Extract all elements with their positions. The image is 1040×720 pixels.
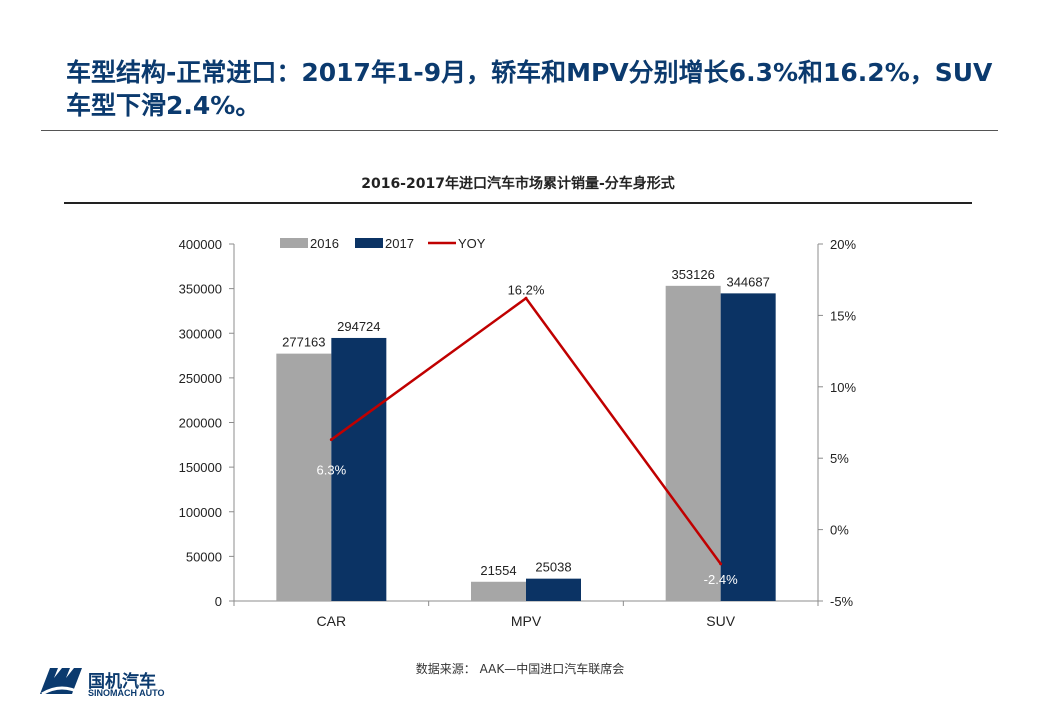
yoy-point bbox=[524, 296, 528, 300]
yoy-point bbox=[719, 562, 723, 566]
legend-label-2016: 2016 bbox=[310, 236, 339, 251]
chart-title-divider bbox=[64, 202, 972, 204]
y-tick-label: 100000 bbox=[179, 505, 222, 520]
yoy-line bbox=[330, 296, 722, 565]
bar-2017-CAR bbox=[331, 337, 387, 601]
y-tick-label: 250000 bbox=[179, 371, 222, 386]
bar-value-label: 294724 bbox=[337, 319, 380, 334]
chart-title: 2016-2017年进口汽车市场累计销量-分车身形式 bbox=[361, 176, 675, 192]
y-tick-label: 400000 bbox=[179, 237, 222, 252]
x-tick-label: MPV bbox=[511, 613, 542, 629]
y2-tick-label: 5% bbox=[830, 451, 849, 466]
title-divider bbox=[41, 130, 998, 131]
legend-label-2017: 2017 bbox=[385, 236, 414, 251]
bar-value-label: 353126 bbox=[671, 267, 714, 282]
y2-tick-label: 15% bbox=[830, 308, 856, 323]
y-tick-label: 0 bbox=[215, 594, 222, 609]
y2-tick-label: 0% bbox=[830, 523, 849, 538]
legend-swatch-2017 bbox=[355, 238, 383, 248]
legend-swatch-2016 bbox=[280, 238, 308, 248]
company-logo: 国机汽车 SINOMACH AUTO bbox=[40, 664, 200, 704]
logo-name-en: SINOMACH AUTO bbox=[88, 688, 165, 698]
yoy-value-label: -2.4% bbox=[704, 572, 738, 587]
bar-value-label: 25038 bbox=[535, 560, 571, 575]
bar-2016-CAR bbox=[276, 353, 332, 601]
bar-value-label: 21554 bbox=[480, 563, 516, 578]
y2-tick-label: -5% bbox=[830, 594, 854, 609]
y-tick-label: 350000 bbox=[179, 282, 222, 297]
bar-2017-SUV bbox=[720, 293, 776, 601]
y-tick-label: 200000 bbox=[179, 416, 222, 431]
data-source: 数据来源： AAK—中国进口汽车联席会 bbox=[415, 662, 625, 676]
sinomach-logo-icon bbox=[40, 668, 83, 696]
y-tick-label: 300000 bbox=[179, 326, 222, 341]
bar-value-label: 277163 bbox=[282, 335, 325, 350]
slide-title: 车型结构-正常进口：2017年1-9月，轿车和MPV分别增长6.3%和16.2%… bbox=[66, 58, 993, 120]
bar-2017-MPV bbox=[526, 578, 581, 601]
bar-2016-MPV bbox=[471, 581, 526, 601]
y2-tick-label: 20% bbox=[830, 237, 856, 252]
legend-label-yoy: YOY bbox=[458, 236, 486, 251]
x-tick-label: CAR bbox=[317, 613, 347, 629]
y2-tick-label: 10% bbox=[830, 380, 856, 395]
bar-value-label: 344687 bbox=[726, 274, 769, 289]
y-tick-label: 50000 bbox=[186, 549, 222, 564]
x-tick-label: SUV bbox=[706, 613, 735, 629]
bar-2016-SUV bbox=[665, 285, 721, 601]
logo-name-cn: 国机汽车 bbox=[88, 672, 156, 692]
yoy-point bbox=[329, 438, 333, 442]
yoy-value-label: 6.3% bbox=[317, 463, 347, 478]
yoy-value-label: 16.2% bbox=[508, 282, 545, 297]
y-tick-label: 150000 bbox=[179, 460, 222, 475]
